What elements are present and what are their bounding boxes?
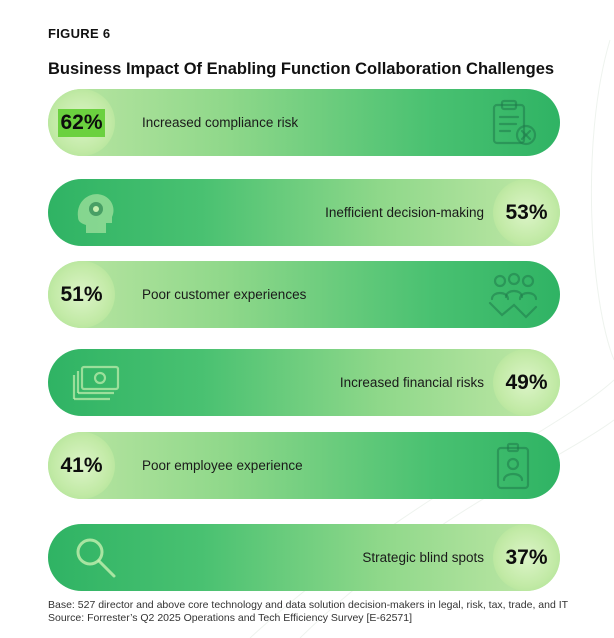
id-badge-icon [496,442,530,490]
category-label: Increased financial risks [339,375,484,390]
figure-label: FIGURE 6 [48,26,111,41]
bar-row-strategic-blind-spots: Strategic blind spots 37% [48,524,560,591]
category-label: Poor employee experience [142,458,303,473]
footnote: Base: 527 director and above core techno… [48,599,568,625]
bar-row-customer-experiences: 51% Poor customer experiences [48,261,560,328]
head-gear-icon [77,194,114,233]
percent-circle: 37% [493,524,560,591]
percent-circle: 53% [493,179,560,246]
bar-row-decision-making: Inefficient decision-making 53% [48,179,560,246]
category-label: Poor customer experiences [142,287,307,302]
category-label: Increased compliance risk [142,115,299,130]
magnifier-icon [76,538,116,578]
percent-circle: 49% [493,349,560,416]
footnote-source: Source: Forrester’s Q2 2025 Operations a… [48,612,413,624]
chart-title: Business Impact Of Enabling Function Col… [48,60,555,78]
value-label: 53% [505,200,548,224]
category-label: Strategic blind spots [362,550,484,565]
customer-group-icon [488,272,538,319]
value-label: 37% [505,545,548,569]
money-bills-icon [72,365,120,401]
bar-row-financial-risks: Increased financial risks 49% [48,349,560,416]
percent-circle: 51% [48,261,115,328]
footnote-base: Base: 527 director and above core techno… [48,599,569,611]
clipboard-x-icon [492,99,537,146]
percent-circle: 62% [48,89,115,156]
category-label: Inefficient decision-making [325,205,484,220]
value-label: 62% [58,108,105,137]
value-label: 41% [60,453,103,477]
value-label: 49% [505,370,548,394]
bar-row-employee-experience: 41% Poor employee experience [48,432,560,499]
percent-circle: 41% [48,432,115,499]
value-label: 51% [60,282,103,306]
bar-row-compliance-risk: 62% Increased compliance risk [48,89,560,156]
